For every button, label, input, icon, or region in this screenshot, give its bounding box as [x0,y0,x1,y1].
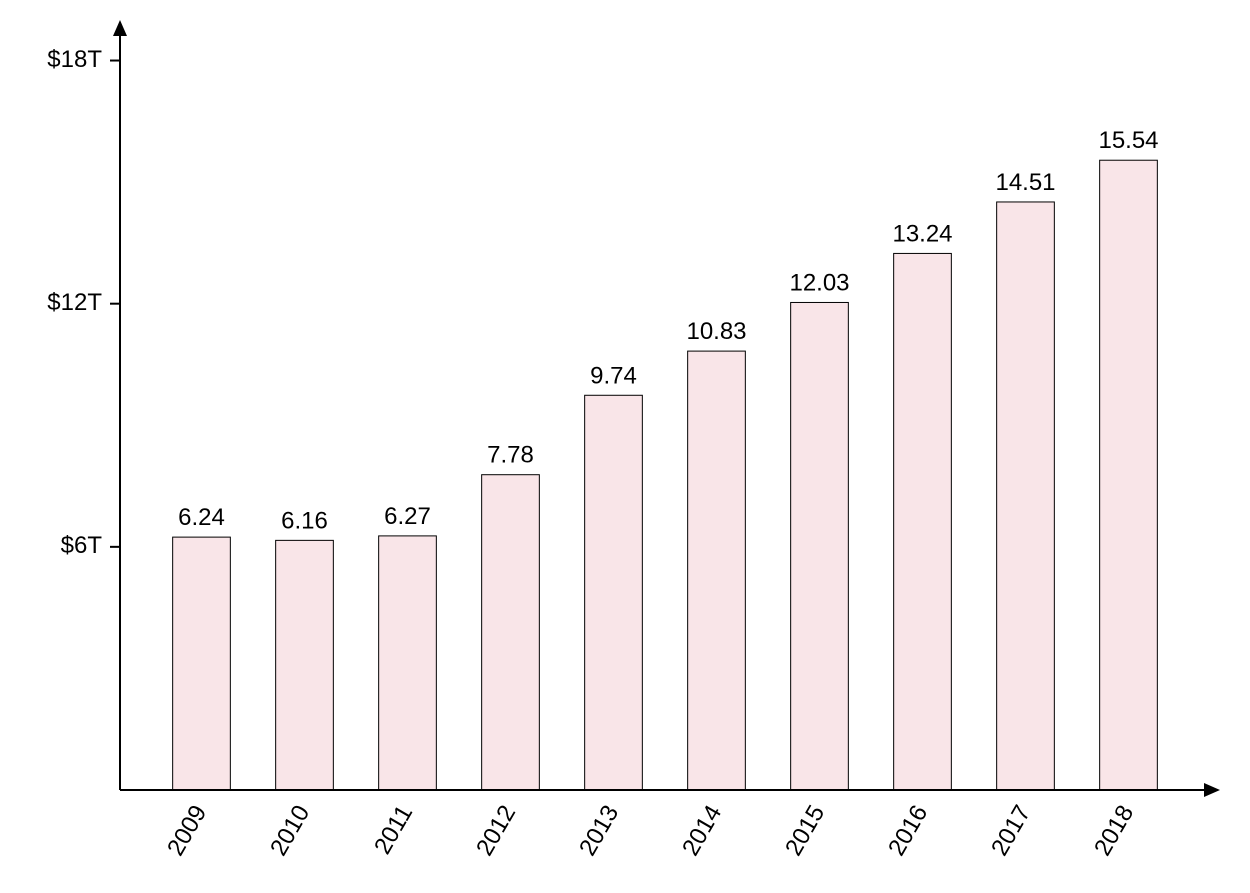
bar-value-label: 9.74 [590,362,637,389]
bar-value-label: 13.24 [892,220,952,247]
x-tick-label: 2015 [780,801,830,861]
x-tick-label: 2013 [574,801,624,861]
bar-value-label: 10.83 [686,318,746,345]
x-tick-label: 2017 [986,801,1036,861]
bar-value-label: 14.51 [995,169,1055,196]
bar [585,395,643,790]
bar [997,202,1055,790]
y-tick-label: $6T [61,532,103,559]
y-tick-label: $12T [47,289,102,316]
bar [276,540,334,790]
bar [1100,160,1158,790]
bar [173,537,231,790]
bar-value-label: 6.16 [281,507,328,534]
bar [894,253,952,790]
y-tick-label: $18T [47,46,102,73]
bar-chart: 6.24 2009 6.16 2010 6.27 2011 7.78 2012 9.74 2013… [0,0,1250,893]
x-tick-label: 2009 [162,801,212,861]
bar [688,351,746,790]
x-tick-label: 2010 [265,801,315,861]
bar-value-label: 6.24 [178,504,225,531]
x-tick-label: 2018 [1089,801,1139,861]
bar-value-label: 6.27 [384,503,431,530]
bar [791,302,849,790]
bar [482,475,540,790]
y-axis-arrowhead [113,20,127,36]
bar [379,536,437,790]
x-tick-label: 2016 [883,801,933,861]
x-tick-label: 2011 [369,801,418,859]
bar-value-label: 15.54 [1098,127,1158,154]
x-tick-label: 2014 [677,801,727,861]
bar-value-label: 12.03 [789,269,849,296]
bar-value-label: 7.78 [487,442,534,469]
x-tick-label: 2012 [471,801,521,861]
x-axis-arrowhead [1204,783,1220,797]
